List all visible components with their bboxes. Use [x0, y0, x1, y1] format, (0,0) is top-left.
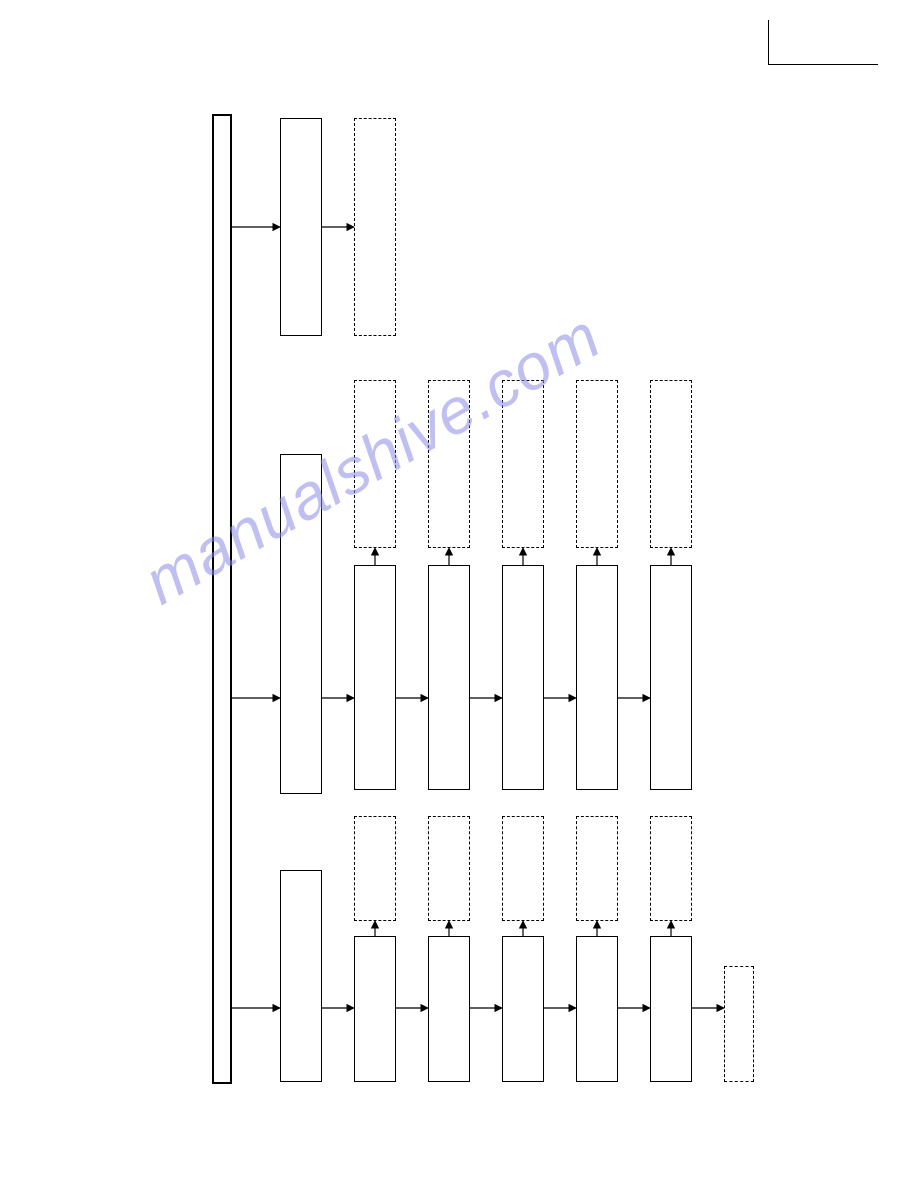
- node-box: [428, 380, 470, 548]
- node-box: [650, 936, 692, 1082]
- node-box: [354, 816, 396, 921]
- node-box: [576, 380, 618, 548]
- corner-box: [768, 20, 878, 65]
- node-box: [354, 118, 396, 336]
- node-box: [428, 816, 470, 921]
- node-box: [650, 816, 692, 921]
- node-box: [502, 565, 544, 790]
- node-box: [428, 565, 470, 790]
- node-box: [354, 936, 396, 1082]
- node-box: [650, 380, 692, 548]
- node-box: [212, 114, 232, 1084]
- node-box: [502, 816, 544, 921]
- node-box: [576, 816, 618, 921]
- node-box: [280, 118, 322, 336]
- node-box: [576, 936, 618, 1082]
- node-box: [280, 870, 322, 1082]
- node-box: [354, 565, 396, 790]
- node-box: [502, 380, 544, 548]
- node-box: [428, 936, 470, 1082]
- node-box: [650, 565, 692, 790]
- node-box: [576, 565, 618, 790]
- node-box: [280, 454, 322, 794]
- node-box: [502, 936, 544, 1082]
- node-box: [354, 380, 396, 548]
- node-box: [724, 966, 754, 1082]
